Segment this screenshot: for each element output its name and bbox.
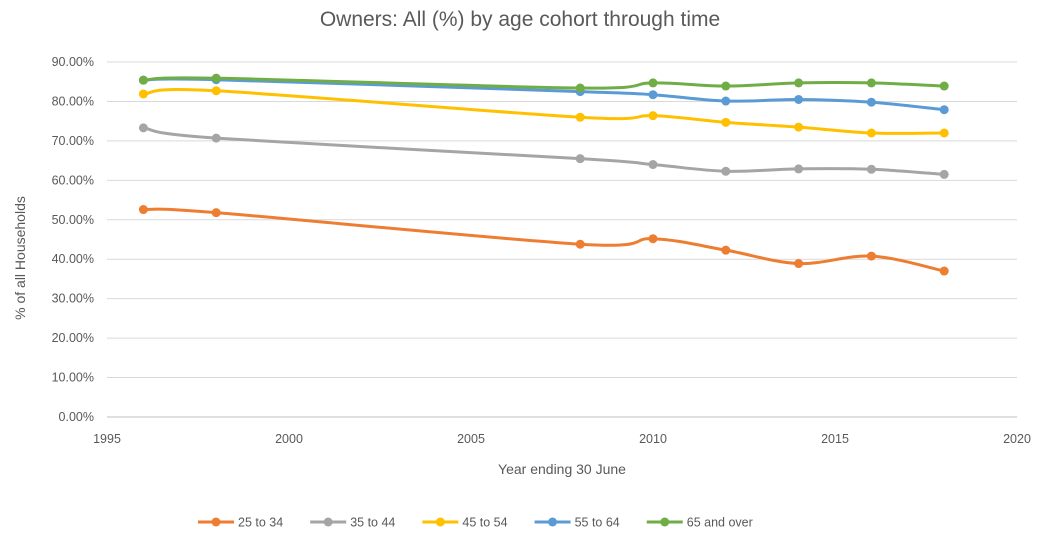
legend-swatch-marker <box>323 517 333 527</box>
legend-label: 55 to 64 <box>575 516 620 530</box>
legend-item: 55 to 64 <box>534 516 620 530</box>
data-point <box>648 78 658 88</box>
series-line <box>141 207 946 273</box>
data-point <box>794 122 804 132</box>
data-point <box>721 81 731 91</box>
series-line <box>141 77 946 112</box>
data-point <box>721 166 731 176</box>
gridlines <box>107 61 1017 418</box>
data-point <box>211 133 221 143</box>
data-point <box>211 73 221 83</box>
series-65-and-over <box>138 73 949 93</box>
x-axis-title: Year ending 30 June <box>498 461 626 477</box>
data-point <box>138 75 148 85</box>
data-point <box>138 123 148 133</box>
data-point <box>939 266 949 276</box>
legend-item: 45 to 54 <box>422 516 508 530</box>
series-35-to-44 <box>138 123 949 179</box>
x-tick-label: 2010 <box>639 432 667 446</box>
x-tick-label: 2020 <box>1003 432 1031 446</box>
y-axis-title: % of all Households <box>12 196 28 320</box>
x-axis-tick-labels: 1995 2000 2005 2010 2015 2020 <box>93 432 1031 446</box>
series-45-to-54 <box>138 86 949 138</box>
x-tick-label: 2000 <box>275 432 303 446</box>
data-point <box>794 259 804 269</box>
data-point <box>939 128 949 138</box>
data-point <box>939 169 949 179</box>
legend-label: 45 to 54 <box>462 516 507 530</box>
data-point <box>575 239 585 249</box>
y-tick-label: 0.00% <box>59 410 94 424</box>
data-point <box>648 111 658 121</box>
legend-item: 65 and over <box>646 516 753 530</box>
data-point <box>939 105 949 115</box>
series-line <box>141 126 946 176</box>
y-tick-label: 40.00% <box>52 252 94 266</box>
data-point <box>138 89 148 99</box>
legend-label: 35 to 44 <box>350 516 395 530</box>
data-point <box>721 117 731 127</box>
legend-item: 25 to 34 <box>198 516 283 530</box>
data-point <box>721 245 731 255</box>
x-tick-label: 2015 <box>821 432 849 446</box>
data-point <box>575 154 585 164</box>
data-point <box>794 94 804 104</box>
series-25-to-34 <box>138 205 949 276</box>
y-tick-label: 10.00% <box>52 371 94 385</box>
series-line <box>141 88 946 135</box>
data-point <box>866 78 876 88</box>
y-tick-label: 50.00% <box>52 213 94 227</box>
legend-label: 65 and over <box>687 516 753 530</box>
y-tick-label: 70.00% <box>52 134 94 148</box>
data-point <box>211 86 221 96</box>
y-tick-label: 20.00% <box>52 331 94 345</box>
data-point <box>648 90 658 100</box>
legend-item: 35 to 44 <box>310 516 395 530</box>
data-point <box>648 160 658 170</box>
legend-swatch-marker <box>660 517 670 527</box>
x-tick-label: 1995 <box>93 432 121 446</box>
legend-label: 25 to 34 <box>238 516 283 530</box>
y-tick-label: 80.00% <box>52 94 94 108</box>
data-point <box>939 81 949 91</box>
data-point <box>648 234 658 244</box>
data-point <box>866 164 876 174</box>
legend: 25 to 34 35 to 44 45 to 54 55 to 64 65 and o… <box>198 516 753 530</box>
y-tick-label: 30.00% <box>52 292 94 306</box>
data-point <box>794 78 804 88</box>
data-point <box>575 83 585 93</box>
chart-title: Owners: All (%) by age cohort through ti… <box>320 8 720 31</box>
x-tick-label: 2005 <box>457 432 485 446</box>
data-point <box>721 96 731 106</box>
data-point <box>211 208 221 218</box>
data-point <box>866 128 876 138</box>
series-lines <box>138 73 949 276</box>
data-point <box>866 251 876 261</box>
y-tick-label: 60.00% <box>52 173 94 187</box>
legend-swatch-marker <box>548 517 558 527</box>
legend-swatch-marker <box>211 517 221 527</box>
y-tick-label: 90.00% <box>52 55 94 69</box>
data-point <box>575 112 585 122</box>
legend-swatch-marker <box>435 517 445 527</box>
data-point <box>794 164 804 174</box>
series-line <box>141 76 946 90</box>
y-axis-tick-labels: 0.00% 10.00% 20.00% 30.00% 40.00% 50.00% 60.00… <box>52 55 94 424</box>
data-point <box>866 97 876 107</box>
data-point <box>138 205 148 215</box>
